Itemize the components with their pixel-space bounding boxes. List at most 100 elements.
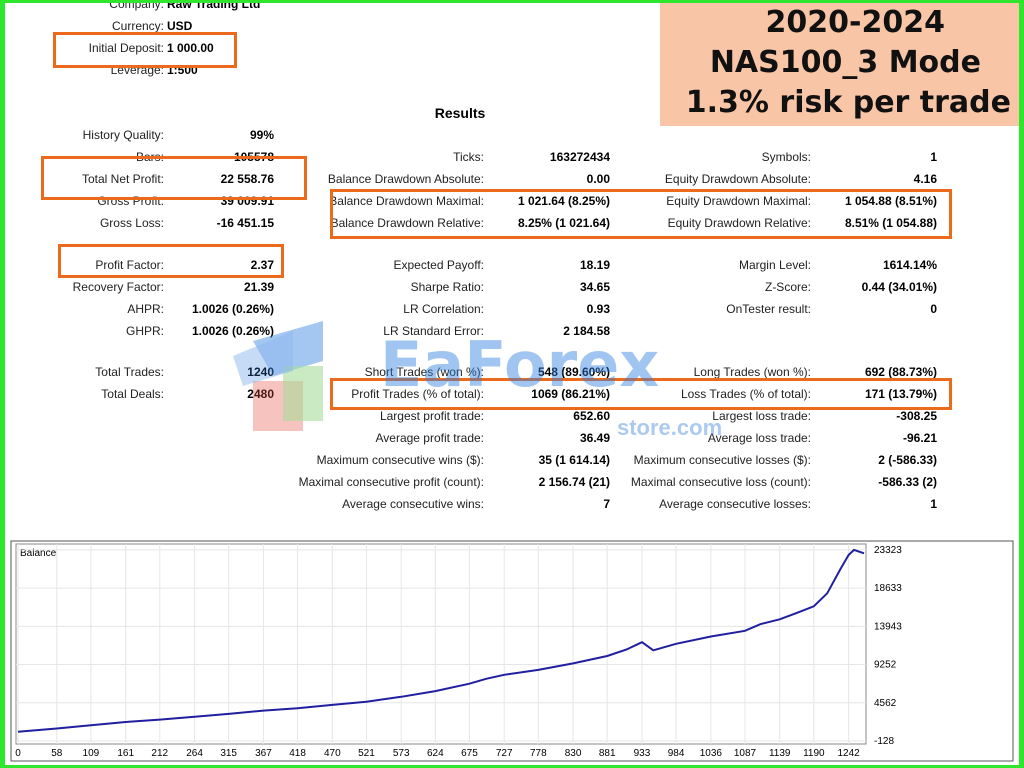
x-tick-label: 264 bbox=[186, 748, 203, 759]
average-profit-trade-label: Average profit trade: bbox=[375, 431, 484, 445]
equity-dd-maximal-label: Equity Drawdown Maximal: bbox=[666, 194, 811, 208]
maximal-consecutive-profit-value: 2 156.74 (21) bbox=[538, 475, 610, 489]
y-tick-label: 18633 bbox=[874, 583, 902, 594]
highlight-profit-factor bbox=[58, 244, 284, 278]
x-tick-label: 984 bbox=[668, 748, 685, 759]
margin-level-label: Margin Level: bbox=[738, 258, 811, 272]
long-trades-value: 692 (88.73%) bbox=[864, 365, 937, 379]
x-axis-ticks: 0 58 109 161 212 264 315 367 418 470 521 573 624 675 7… bbox=[15, 748, 860, 759]
largest-loss-trade-value: -308.25 bbox=[896, 409, 937, 423]
x-tick-label: 1139 bbox=[769, 748, 791, 759]
ticks-value: 163272434 bbox=[549, 150, 610, 164]
x-tick-label: 1242 bbox=[837, 748, 860, 759]
banner-risk: 1.3% risk per trade bbox=[685, 85, 1011, 120]
y-tick-label: 4562 bbox=[874, 698, 897, 709]
chart-title: Balance bbox=[20, 548, 57, 559]
highlight-net-profit bbox=[41, 156, 307, 200]
ontester-result-label: OnTester result: bbox=[726, 302, 811, 316]
y-tick-label: 23323 bbox=[874, 545, 902, 556]
x-tick-label: 573 bbox=[393, 748, 410, 759]
z-score-value: 0.44 (34.01%) bbox=[861, 280, 937, 294]
largest-profit-trade-value: 652.60 bbox=[573, 409, 610, 423]
expected-payoff-value: 18.19 bbox=[579, 258, 610, 272]
total-trades-label: Total Trades: bbox=[95, 365, 164, 379]
symbols-value: 1 bbox=[930, 150, 937, 164]
symbols-label: Symbols: bbox=[761, 150, 811, 164]
gross-loss-label: Gross Loss: bbox=[99, 216, 164, 230]
maximal-consecutive-loss-value: -586.33 (2) bbox=[878, 475, 937, 489]
average-consecutive-losses-value: 1 bbox=[930, 497, 937, 511]
balance-dd-relative-value: 8.25% (1 021.64) bbox=[517, 216, 610, 230]
balance-series-line bbox=[17, 548, 865, 733]
x-tick-label: 933 bbox=[634, 748, 651, 759]
equity-dd-maximal-value: 1 054.88 (8.51%) bbox=[844, 194, 937, 208]
largest-loss-trade-label: Largest loss trade: bbox=[712, 409, 811, 423]
total-net-profit-value: 22 558.76 bbox=[220, 172, 274, 186]
x-tick-label: 675 bbox=[461, 748, 478, 759]
max-consecutive-wins-label: Maximum consecutive wins ($): bbox=[316, 453, 484, 467]
x-tick-label: 212 bbox=[151, 748, 168, 759]
company-value: Raw Trading Ltd bbox=[167, 3, 261, 11]
average-consecutive-wins-value: 7 bbox=[603, 497, 610, 511]
y-axis-ticks: -128 4562 9252 13943 18633 23323 bbox=[874, 545, 902, 747]
ghpr-value: 1.0026 (0.26%) bbox=[191, 324, 274, 338]
ghpr-label: GHPR: bbox=[125, 324, 164, 338]
x-tick-label: 109 bbox=[83, 748, 100, 759]
currency-label: Currency: bbox=[111, 19, 164, 33]
equity-dd-absolute-label: Equity Drawdown Absolute: bbox=[664, 172, 811, 186]
x-tick-label: 1087 bbox=[734, 748, 757, 759]
results-title: Results bbox=[434, 105, 486, 121]
ahpr-value: 1.0026 (0.26%) bbox=[191, 302, 274, 316]
total-trades-value: 1240 bbox=[247, 365, 274, 379]
recovery-factor-value: 21.39 bbox=[243, 280, 274, 294]
expected-payoff-label: Expected Payoff: bbox=[393, 258, 484, 272]
initial-deposit-label: Initial Deposit: bbox=[88, 41, 164, 55]
maximal-consecutive-profit-label: Maximal consecutive profit (count): bbox=[298, 475, 484, 489]
initial-deposit-value: 1 000.00 bbox=[167, 41, 214, 55]
max-consecutive-losses-value: 2 (-586.33) bbox=[878, 453, 937, 467]
balance-dd-maximal-label: Balance Drawdown Maximal: bbox=[329, 194, 484, 208]
x-tick-label: 521 bbox=[358, 748, 375, 759]
y-tick-label: 13943 bbox=[874, 621, 902, 632]
history-quality-value: 99% bbox=[249, 128, 274, 142]
balance-dd-maximal-value: 1 021.64 (8.25%) bbox=[517, 194, 610, 208]
total-deals-value: 2480 bbox=[247, 387, 274, 401]
lr-standard-error-label: LR Standard Error: bbox=[383, 324, 484, 338]
x-tick-label: 58 bbox=[51, 748, 63, 759]
lr-correlation-value: 0.93 bbox=[586, 302, 610, 316]
balance-dd-absolute-label: Balance Drawdown Absolute: bbox=[327, 172, 484, 186]
watermark-brand: EaForex bbox=[380, 328, 660, 401]
x-tick-label: 830 bbox=[565, 748, 582, 759]
sharpe-ratio-label: Sharpe Ratio: bbox=[410, 280, 484, 294]
x-tick-label: 881 bbox=[599, 748, 616, 759]
x-tick-label: 315 bbox=[220, 748, 237, 759]
y-tick-label: 9252 bbox=[874, 660, 897, 671]
ahpr-label: AHPR: bbox=[127, 302, 164, 316]
average-consecutive-losses-label: Average consecutive losses: bbox=[659, 497, 811, 511]
gross-loss-value: -16 451.15 bbox=[216, 216, 274, 230]
x-tick-label: 1036 bbox=[700, 748, 723, 759]
x-tick-label: 418 bbox=[289, 748, 306, 759]
sharpe-ratio-value: 34.65 bbox=[579, 280, 610, 294]
lr-correlation-label: LR Correlation: bbox=[403, 302, 484, 316]
highlight-trades bbox=[330, 378, 952, 410]
company-label: Company: bbox=[109, 3, 164, 11]
total-net-profit-label: Total Net Profit: bbox=[81, 172, 164, 186]
lr-standard-error-value: 2 184.58 bbox=[563, 324, 610, 338]
recovery-factor-label: Recovery Factor: bbox=[72, 280, 164, 294]
max-consecutive-losses-label: Maximum consecutive losses ($): bbox=[633, 453, 811, 467]
ontester-result-value: 0 bbox=[930, 302, 937, 316]
watermark-sub: store.com bbox=[617, 415, 723, 440]
x-tick-label: 470 bbox=[324, 748, 341, 759]
banner-mode: NAS100_3 Mode bbox=[709, 45, 981, 80]
maximal-consecutive-loss-label: Maximal consecutive loss (count): bbox=[630, 475, 811, 489]
x-tick-label: 624 bbox=[427, 748, 444, 759]
history-quality-label: History Quality: bbox=[82, 128, 164, 142]
highlight-drawdown bbox=[330, 189, 952, 239]
x-tick-label: 367 bbox=[255, 748, 272, 759]
margin-level-value: 1614.14% bbox=[882, 258, 937, 272]
balance-dd-absolute-value: 0.00 bbox=[586, 172, 610, 186]
x-tick-label: 778 bbox=[530, 748, 547, 759]
y-tick-label: -128 bbox=[874, 736, 894, 747]
profit-factor-label: Profit Factor: bbox=[95, 258, 164, 272]
